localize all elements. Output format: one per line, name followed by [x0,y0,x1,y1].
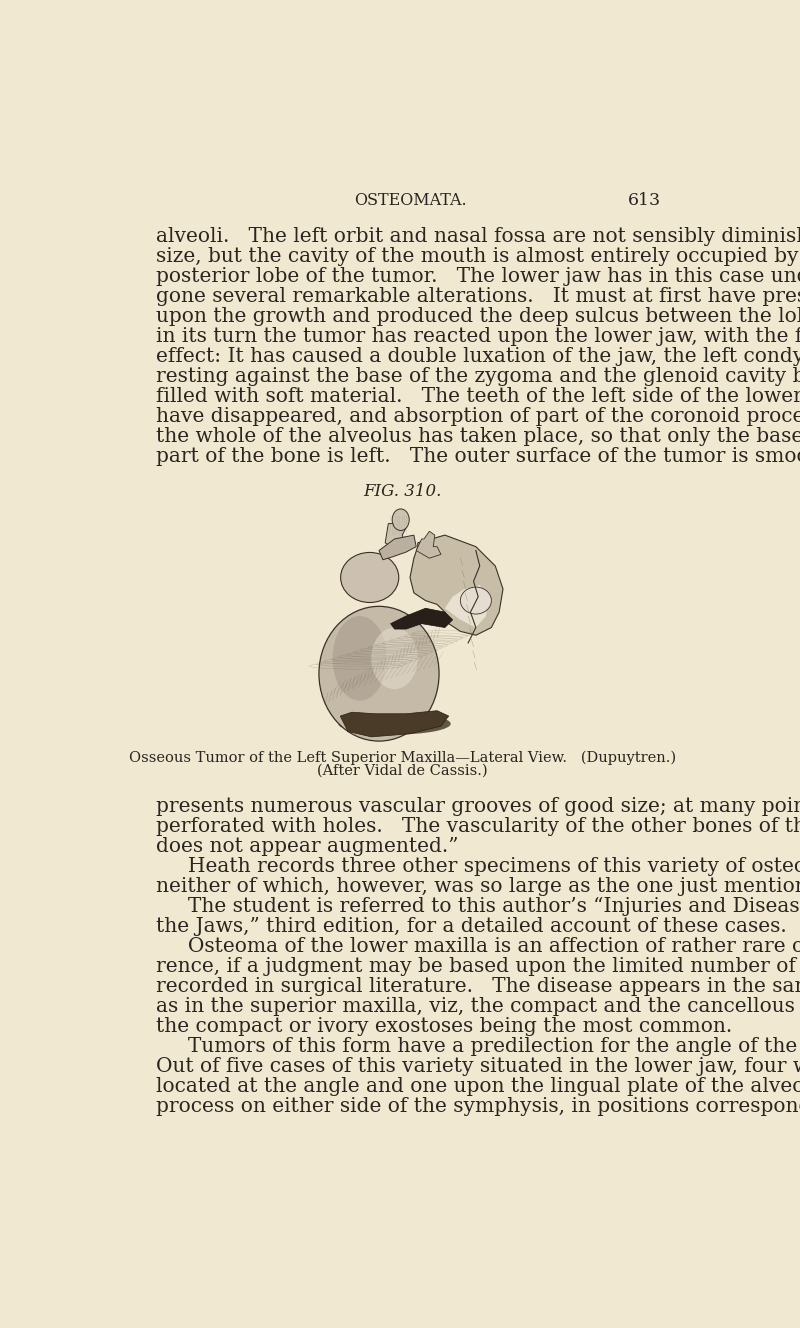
Text: recorded in surgical literature.   The disease appears in the same forms: recorded in surgical literature. The dis… [156,977,800,996]
Text: part of the bone is left.   The outer surface of the tumor is smooth, and: part of the bone is left. The outer surf… [156,448,800,466]
Text: FIG. 310.: FIG. 310. [363,483,442,499]
Polygon shape [340,710,449,737]
Text: Out of five cases of this variety situated in the lower jaw, four were: Out of five cases of this variety situat… [156,1057,800,1076]
Text: does not appear augmented.”: does not appear augmented.” [156,837,458,855]
Text: the compact or ivory exostoses being the most common.: the compact or ivory exostoses being the… [156,1017,732,1036]
Text: presents numerous vascular grooves of good size; at many points it is: presents numerous vascular grooves of go… [156,797,800,815]
Ellipse shape [392,509,410,530]
Text: gone several remarkable alterations.   It must at first have pressed: gone several remarkable alterations. It … [156,287,800,307]
Text: the whole of the alveolus has taken place, so that only the base of this: the whole of the alveolus has taken plac… [156,428,800,446]
Text: alveoli.   The left orbit and nasal fossa are not sensibly diminished in: alveoli. The left orbit and nasal fossa … [156,227,800,246]
Text: effect: It has caused a double luxation of the jaw, the left condyle: effect: It has caused a double luxation … [156,347,800,367]
Text: Osseous Tumor of the Left Superior Maxilla—Lateral View.   (Dupuytren.): Osseous Tumor of the Left Superior Maxil… [129,750,676,765]
Polygon shape [416,531,441,558]
Text: upon the growth and produced the deep sulcus between the lobes, but: upon the growth and produced the deep su… [156,307,800,327]
Text: posterior lobe of the tumor.   The lower jaw has in this case under-: posterior lobe of the tumor. The lower j… [156,267,800,286]
Text: filled with soft material.   The teeth of the left side of the lower jaw: filled with soft material. The teeth of … [156,388,800,406]
Text: the Jaws,” third edition, for a detailed account of these cases.: the Jaws,” third edition, for a detailed… [156,916,786,936]
Text: 613: 613 [628,191,661,208]
Text: Heath records three other specimens of this variety of osteoma,: Heath records three other specimens of t… [156,857,800,876]
Text: have disappeared, and absorption of part of the coronoid process and: have disappeared, and absorption of part… [156,408,800,426]
Text: rence, if a judgment may be based upon the limited number of cases: rence, if a judgment may be based upon t… [156,957,800,976]
Polygon shape [410,535,503,635]
Ellipse shape [333,616,386,701]
Polygon shape [445,586,489,628]
Text: located at the angle and one upon the lingual plate of the alveolar: located at the angle and one upon the li… [156,1077,800,1096]
Text: OSTEOMATA.: OSTEOMATA. [354,191,466,208]
Ellipse shape [371,628,418,689]
Polygon shape [390,608,453,629]
Ellipse shape [460,587,491,614]
Ellipse shape [341,552,398,603]
Text: in its turn the tumor has reacted upon the lower jaw, with the following: in its turn the tumor has reacted upon t… [156,327,800,347]
Text: size, but the cavity of the mouth is almost entirely occupied by the: size, but the cavity of the mouth is alm… [156,247,800,266]
Text: The student is referred to this author’s “Injuries and Diseases of: The student is referred to this author’s… [156,896,800,916]
Text: Osteoma of the lower maxilla is an affection of rather rare occur-: Osteoma of the lower maxilla is an affec… [156,938,800,956]
Text: Tumors of this form have a predilection for the angle of the jaw.: Tumors of this form have a predilection … [156,1037,800,1056]
Ellipse shape [319,607,439,741]
Text: perforated with holes.   The vascularity of the other bones of the face: perforated with holes. The vascularity o… [156,817,800,835]
Text: as in the superior maxilla, viz, the compact and the cancellous varieties,: as in the superior maxilla, viz, the com… [156,997,800,1016]
Polygon shape [386,513,406,551]
Text: resting against the base of the zygoma and the glenoid cavity being: resting against the base of the zygoma a… [156,368,800,386]
Text: process on either side of the symphysis, in positions corresponding to: process on either side of the symphysis,… [156,1097,800,1116]
Ellipse shape [338,713,450,734]
Text: (After Vidal de Cassis.): (After Vidal de Cassis.) [317,764,487,778]
Text: neither of which, however, was so large as the one just mentioned.: neither of which, however, was so large … [156,876,800,896]
Polygon shape [379,535,416,560]
